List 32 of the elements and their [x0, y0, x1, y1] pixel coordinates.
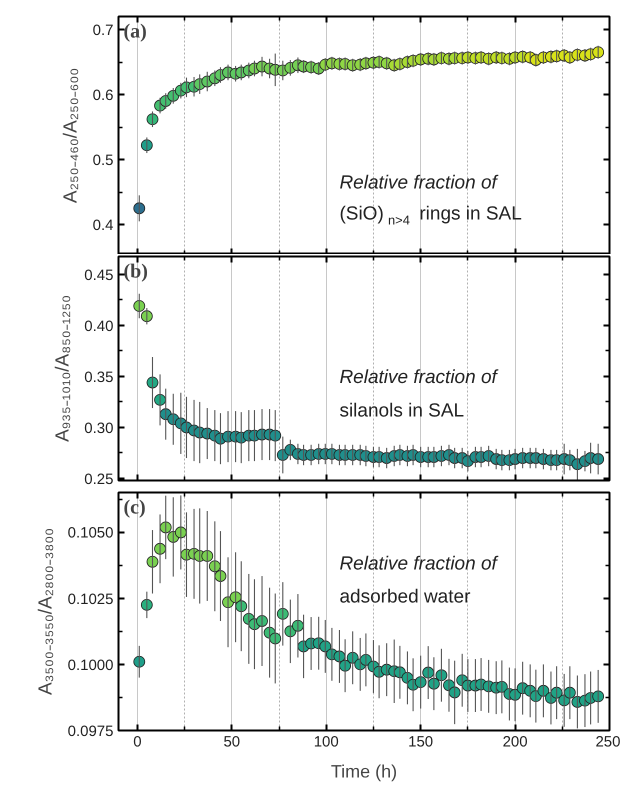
chart-title: (a) — [124, 20, 147, 42]
x-tick-label: 50 — [223, 734, 240, 750]
x-tick-label: 150 — [408, 734, 434, 750]
y-tick-label: 0.1025 — [68, 590, 114, 608]
y-axis-title: A₃₅₀₀₋₃₅₅₀/A₂₈₀₀₋₃₈₀₀ — [36, 528, 57, 696]
x-tick-label: 200 — [502, 734, 528, 750]
annotation: Relative fraction of — [339, 553, 499, 574]
chart-title: (c) — [124, 496, 146, 518]
annotation: silanols in SAL — [339, 400, 464, 422]
annotation: Relative fraction of — [339, 172, 499, 194]
y-tick-label: 0.5 — [92, 152, 114, 170]
y-tick-label: 0.7 — [92, 22, 114, 40]
y-tick-label: 0.40 — [84, 318, 114, 335]
y-tick-label: 0.25 — [84, 470, 114, 488]
x-tick-label: 250 — [595, 734, 620, 750]
y-tick-label: 0.6 — [92, 87, 114, 104]
chart-title: (b) — [124, 260, 148, 282]
y-tick-label: 0.30 — [84, 420, 114, 437]
y-tick-label: 0.1050 — [68, 524, 114, 542]
x-axis-title: Time (h) — [330, 762, 398, 782]
y-tick-label: 0.0975 — [68, 723, 114, 740]
y-tick-label: 0.1000 — [68, 656, 114, 674]
y-axis-title: A₉₃₅₋₁₀₁₀/A₈₅₀₋₁₂₅₀ — [52, 295, 74, 442]
y-tick-label: 0.45 — [84, 266, 114, 284]
annotation: Relative fraction of — [339, 366, 499, 388]
y-axis-title: A₂₅₀₋₄₆₀/A₂₅₀₋₆₀₀ — [60, 68, 82, 204]
x-tick-label: 0 — [133, 734, 142, 750]
x-tick-label: 100 — [314, 734, 339, 750]
y-tick-label: 0.4 — [92, 217, 114, 234]
annotation: (SiO)n>4 rings in SAL — [339, 204, 522, 228]
y-tick-label: 0.35 — [84, 368, 114, 386]
annotation: adsorbed water — [339, 586, 472, 608]
